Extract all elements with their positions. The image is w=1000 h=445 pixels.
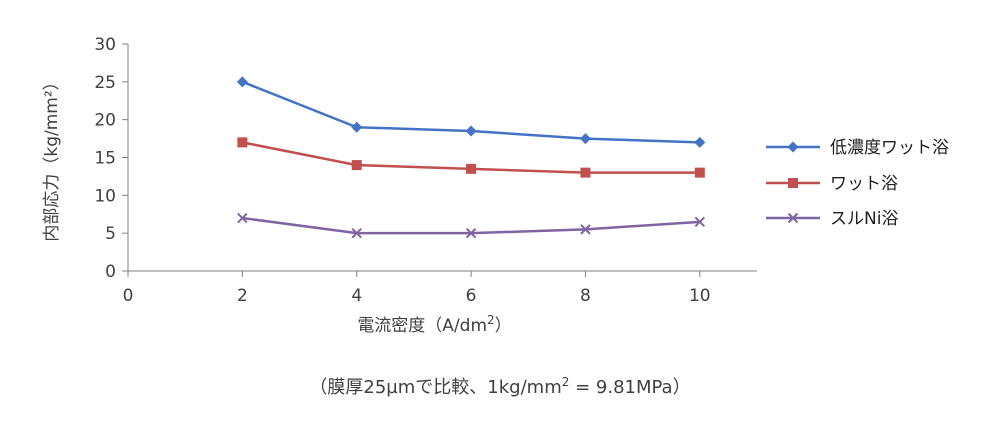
data-point (694, 216, 706, 228)
data-point (694, 136, 706, 148)
legend-marker (788, 178, 798, 188)
x-tick-label: 10 (689, 286, 711, 306)
legend-item: スルNi浴 (766, 209, 898, 229)
x-tick-label: 2 (237, 286, 248, 306)
legend-item: ワット浴 (766, 174, 898, 194)
x-tick-label: 8 (580, 286, 591, 306)
legend-marker (787, 212, 799, 224)
footnote-end: = 9.81MPa） (569, 377, 691, 398)
data-point (465, 125, 477, 137)
legend-item: 低濃度ワット浴 (766, 138, 949, 158)
y-tick-label: 0 (105, 262, 116, 282)
data-point (237, 212, 248, 224)
data-point (580, 224, 591, 235)
data-point (580, 167, 591, 178)
legend-label: ワット浴 (830, 174, 898, 194)
legend-label: スルNi浴 (830, 209, 898, 229)
data-point (466, 163, 477, 174)
data-point (351, 160, 362, 171)
series-line (242, 216, 700, 235)
data-point (465, 227, 477, 239)
y-tick-label: 5 (105, 224, 116, 244)
data-point (237, 137, 248, 148)
series-2 (237, 137, 705, 178)
y-tick-label: 30 (94, 35, 116, 55)
y-tick-label: 25 (94, 73, 116, 93)
data-point (236, 76, 248, 88)
series-1 (236, 76, 706, 148)
y-axis-title: 内部応力（kg/mm²） (42, 73, 62, 241)
data-point (351, 227, 362, 239)
x-tick-label: 0 (123, 286, 134, 306)
series-layer (236, 76, 706, 239)
data-point (694, 167, 705, 178)
legend-label: 低濃度ワット浴 (830, 138, 949, 158)
legend-marker (787, 141, 799, 153)
y-tick-label: 20 (94, 111, 116, 131)
series-3 (237, 212, 706, 239)
y-tick-label: 10 (94, 186, 116, 206)
y-tick-label: 15 (94, 149, 116, 169)
chart-axes: 0 5 10 15 20 25 30 0 2 4 6 8 10 (94, 35, 757, 306)
footnote-main: （膜厚25µmで比較、1kg/mm (309, 377, 562, 398)
x-tick-label: 4 (351, 286, 362, 306)
x-tick-label: 6 (466, 286, 477, 306)
data-point (351, 121, 363, 133)
data-point (579, 133, 591, 145)
footnote: （膜厚25µmで比較、1kg/mm2 = 9.81MPa） (0, 373, 1000, 399)
x-axis-title: 電流密度（A/dm2） (357, 313, 511, 336)
footnote-sup: 2 (561, 375, 570, 389)
